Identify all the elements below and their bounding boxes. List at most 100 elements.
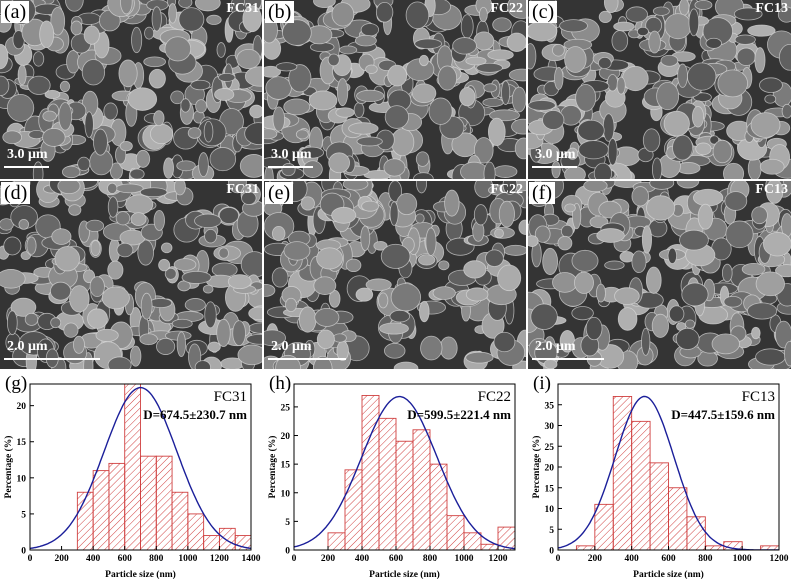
x-tick-label: 800 [698, 554, 713, 564]
x-tick-label: 1200 [489, 554, 508, 564]
scale-bar [532, 166, 577, 168]
x-tick-label: 200 [321, 554, 336, 564]
y-axis-label: Percentage (%) [531, 436, 542, 499]
scale-label: 2.0 μm [271, 339, 312, 354]
x-tick-label: 600 [661, 554, 676, 564]
y-tick-label: 20 [545, 464, 555, 474]
histogram-bar [395, 440, 414, 551]
x-axis-label: Particle size (nm) [105, 569, 176, 580]
sem-panel-e: (e) FC22 2.0 μm [264, 181, 526, 369]
plot-frame [293, 383, 516, 551]
panel-label: (a) [1, 1, 30, 23]
y-axis-label: Percentage (%) [267, 436, 278, 499]
histogram-i: 0 200 400 600 800 1000 1200 0 5 10 15 20 25 30 35 Parti… [528, 371, 791, 583]
histogram-bar [140, 455, 157, 551]
histogram-bar [76, 491, 94, 551]
x-tick-label: 400 [355, 554, 370, 564]
histogram-bar [155, 455, 173, 551]
scale-bar [268, 166, 313, 168]
x-tick-label: 600 [389, 554, 404, 564]
panel-label: (f) [529, 182, 555, 204]
mean-size-annotation: D=447.5±159.6 nm [671, 407, 775, 422]
x-tick-label: 0 [28, 554, 33, 564]
x-tick-label: 200 [54, 554, 69, 564]
sem-panel-c: (c) FC13 3.0 μm [528, 0, 791, 179]
sample-title: FC31 [214, 389, 247, 405]
sample-title: FC13 [742, 389, 775, 405]
histogram-bar [686, 516, 706, 551]
histogram-bar [218, 527, 236, 551]
sem-panel-f: (f) FC13 2.0 μm [528, 181, 791, 369]
sample-name: FC31 [226, 1, 259, 16]
sample-name: FC13 [755, 1, 788, 16]
histogram-bar [594, 503, 614, 551]
y-tick-label: 20 [17, 402, 27, 412]
sample-name: FC22 [490, 182, 523, 197]
histogram-h: 0 200 400 600 800 1000 1200 0 5 10 15 20 25 Particle … [264, 371, 528, 583]
panel-label: (g) [5, 373, 27, 394]
histogram-bar [412, 429, 431, 551]
y-tick-label: 15 [281, 461, 291, 471]
y-tick-label: 10 [281, 489, 291, 499]
panel-label: (h) [269, 373, 291, 394]
x-axis-label: Particle size (nm) [633, 569, 704, 580]
panel-label: (d) [1, 182, 31, 204]
histogram-svg: 0 200 400 600 800 1000 1200 0 5 10 15 20 25 30 35 Parti… [531, 373, 789, 580]
sem-panel-d: (d) FC31 2.0 μm [0, 181, 262, 369]
x-tick-label: 0 [556, 554, 561, 564]
x-tick-label: 400 [625, 554, 640, 564]
y-tick-label: 35 [545, 401, 555, 411]
histogram-bar [124, 383, 141, 551]
x-tick-label: 1000 [178, 554, 197, 564]
mean-size-annotation: D=674.5±230.7 nm [143, 407, 247, 422]
x-tick-label: 800 [149, 554, 164, 564]
histogram-bar [631, 420, 651, 551]
histogram-bar [187, 513, 205, 551]
plot-frame [29, 383, 252, 551]
histogram-bar [649, 462, 669, 551]
histogram-bar [203, 535, 220, 551]
y-axis-label: Percentage (%) [3, 436, 14, 499]
y-tick-label: 30 [545, 422, 555, 432]
histogram-bar [446, 515, 465, 551]
x-tick-label: 1400 [242, 554, 261, 564]
sample-name: FC31 [226, 182, 259, 197]
histogram-svg: 0 200 400 600 800 1000 1200 1400 0 5 10 15 20 Particl… [3, 373, 261, 580]
scale-bar [4, 358, 100, 360]
sem-texture [264, 181, 526, 369]
scale-bar [4, 166, 49, 168]
y-tick-label: 20 [281, 432, 291, 442]
scale-label: 2.0 μm [535, 339, 576, 354]
sem-panel-b: (b) FC22 3.0 μm [264, 0, 526, 179]
gaussian-fit-line [294, 395, 515, 550]
histogram-bar [668, 487, 688, 551]
y-tick-label: 0 [285, 547, 290, 557]
x-tick-label: 1000 [455, 554, 474, 564]
scale-label: 2.0 μm [7, 339, 48, 354]
scale-bar [268, 358, 346, 360]
y-tick-label: 15 [17, 438, 27, 448]
histogram-bar [480, 543, 499, 551]
histogram-bar [344, 469, 363, 551]
y-tick-label: 5 [285, 518, 290, 528]
sem-texture [0, 0, 262, 179]
sample-name: FC13 [755, 182, 788, 197]
y-tick-label: 10 [545, 505, 555, 515]
panel-label: (c) [529, 1, 558, 23]
sample-name: FC22 [490, 1, 523, 16]
histogram-bar [497, 526, 516, 551]
panel-label: (b) [265, 1, 295, 23]
mean-size-annotation: D=599.5±221.4 nm [407, 407, 511, 422]
y-tick-label: 0 [21, 547, 26, 557]
x-tick-label: 1200 [770, 554, 789, 564]
histogram-bar [612, 396, 633, 551]
y-tick-label: 5 [549, 526, 554, 536]
scale-bar [532, 358, 604, 360]
scale-label: 3.0 μm [271, 147, 312, 162]
histogram-g: 0 200 400 600 800 1000 1200 1400 0 5 10 15 20 Particl… [0, 371, 264, 583]
histogram-bar [171, 491, 189, 551]
scale-label: 3.0 μm [7, 147, 48, 162]
y-tick-label: 15 [545, 484, 555, 494]
x-tick-label: 1000 [733, 554, 752, 564]
histogram-bar [704, 545, 725, 551]
